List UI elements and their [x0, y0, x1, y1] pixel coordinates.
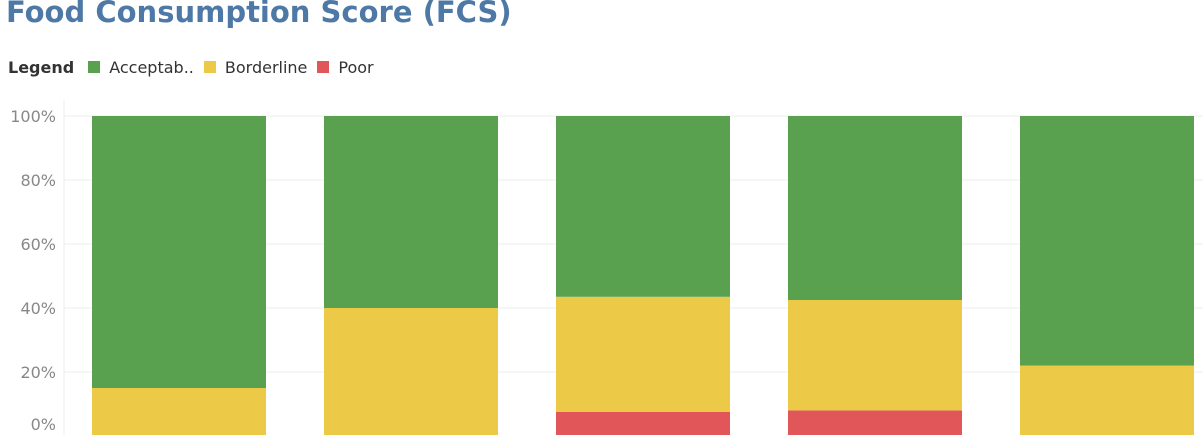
legend-label-poor: Poor: [338, 57, 374, 77]
bar-segment-acceptab: [788, 116, 962, 300]
bar-segment-borderline: [324, 308, 498, 435]
y-tick-label: 80%: [20, 171, 56, 190]
bar-segment-acceptab: [324, 116, 498, 308]
legend-item-borderline[interactable]: Borderline: [203, 57, 308, 77]
bar-segment-borderline: [556, 296, 730, 412]
legend-item-poor[interactable]: Poor: [317, 57, 374, 77]
bar-segment-acceptab: [1020, 116, 1194, 366]
y-tick-label: 40%: [20, 299, 56, 318]
stacked-bar-chart: 0% 20% 40% 60% 80% 100%: [10, 100, 1203, 435]
legend-swatch-borderline: [203, 61, 216, 73]
y-tick-label: 100%: [10, 107, 56, 126]
bar-segment-acceptab: [556, 116, 730, 297]
y-tick-label: 20%: [20, 363, 56, 382]
bar-segment-borderline: [1020, 365, 1194, 435]
legend-label-acceptable: Acceptab..: [109, 57, 194, 77]
bar-segment-borderline: [92, 388, 266, 435]
legend-label-borderline: Borderline: [224, 57, 308, 77]
legend-swatch-poor: [317, 61, 330, 73]
legend-swatch-acceptable: [88, 61, 101, 73]
bar-segment-poor: [556, 412, 730, 435]
bar-segment-acceptab: [92, 116, 266, 388]
y-tick-label: 60%: [20, 235, 56, 254]
bar-segment-borderline: [788, 300, 962, 411]
legend-title: Legend: [8, 57, 75, 77]
chart-title: Food Consumption Score (FCS): [6, 0, 512, 29]
y-tick-label: 0%: [31, 415, 56, 434]
legend-item-acceptable[interactable]: Acceptab..: [88, 58, 194, 77]
legend: Legend Acceptab.. Borderline Poor: [8, 56, 384, 78]
bar-segment-poor: [788, 410, 962, 435]
